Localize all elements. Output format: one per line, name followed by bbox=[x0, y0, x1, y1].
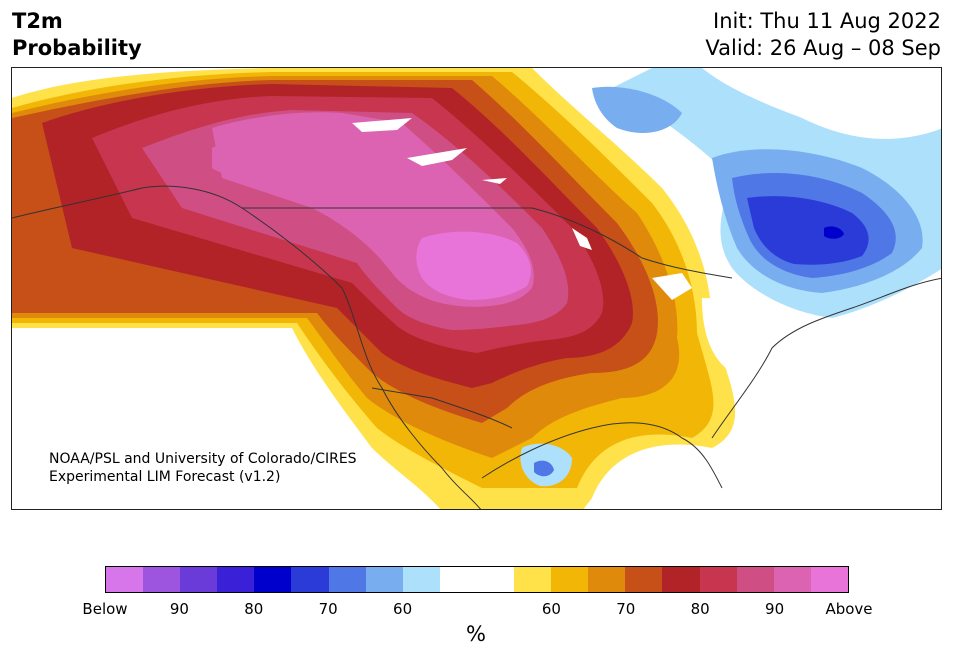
color-scale-swatch bbox=[143, 567, 181, 592]
color-scale-tick-label: 60 bbox=[393, 600, 413, 618]
below-75-region bbox=[747, 196, 869, 265]
color-scale-swatch bbox=[328, 567, 366, 592]
color-scale-tick-label: Above bbox=[825, 600, 873, 618]
color-scale-swatch bbox=[402, 567, 440, 592]
color-scale-swatch bbox=[217, 567, 255, 592]
color-scale-tick-label: Below bbox=[82, 600, 128, 618]
data-credit: NOAA/PSL and University of Colorado/CIRE… bbox=[49, 450, 357, 486]
border-us-canada bbox=[242, 207, 733, 279]
color-scale-swatch bbox=[514, 567, 552, 592]
coastline-east bbox=[711, 277, 941, 439]
init-date: Init: Thu 11 Aug 2022 bbox=[713, 9, 941, 33]
map-title: T2m Probability bbox=[12, 9, 142, 60]
coastline-gulf bbox=[481, 422, 723, 489]
color-scale-tick-label: 60 bbox=[541, 600, 561, 618]
valid-range: Valid: 26 Aug – 08 Sep bbox=[705, 36, 941, 60]
probability-map bbox=[11, 67, 942, 510]
lakes bbox=[352, 118, 692, 300]
color-scale-swatch bbox=[699, 567, 737, 592]
below-70-mexico bbox=[534, 460, 554, 477]
color-scale-swatch bbox=[476, 567, 515, 592]
color-scale-swatch bbox=[439, 567, 477, 592]
color-scale-swatch bbox=[291, 567, 329, 592]
color-scale-swatch bbox=[662, 567, 700, 592]
color-scale-swatch bbox=[736, 567, 774, 592]
credit-line-1: NOAA/PSL and University of Colorado/CIRE… bbox=[49, 451, 357, 467]
color-scale-swatch bbox=[254, 567, 292, 592]
color-scale-swatch bbox=[773, 567, 811, 592]
unit-label: % bbox=[466, 622, 486, 646]
neutral-east-coast bbox=[702, 298, 802, 378]
color-scale-swatch bbox=[106, 567, 144, 592]
below-80-spot bbox=[824, 226, 844, 239]
color-scale-swatch bbox=[180, 567, 218, 592]
above-max-alaska bbox=[212, 132, 320, 180]
color-scale-swatch bbox=[365, 567, 403, 592]
neutral-greenland bbox=[702, 68, 941, 139]
color-scale-tick-label: 70 bbox=[318, 600, 338, 618]
color-scale-tick-label: 90 bbox=[169, 600, 189, 618]
color-scale-tick-label: 80 bbox=[244, 600, 264, 618]
color-scale-swatch bbox=[810, 567, 848, 592]
border-us-mexico bbox=[371, 387, 513, 429]
coastline-west bbox=[12, 185, 481, 509]
color-scale-swatch bbox=[588, 567, 626, 592]
color-scale-swatch bbox=[625, 567, 663, 592]
north-america-map bbox=[12, 68, 941, 509]
color-scale-swatch bbox=[551, 567, 589, 592]
color-scale-tick-label: 70 bbox=[616, 600, 636, 618]
color-scale-bar bbox=[105, 566, 849, 593]
color-scale-tick-label: 90 bbox=[765, 600, 785, 618]
credit-line-2: Experimental LIM Forecast (v1.2) bbox=[49, 469, 281, 485]
above-max-region bbox=[416, 231, 531, 300]
color-scale-tick-label: 80 bbox=[690, 600, 710, 618]
forecast-dates: Init: Thu 11 Aug 2022 Valid: 26 Aug – 08… bbox=[705, 8, 941, 62]
below-60-labrador bbox=[592, 86, 682, 133]
